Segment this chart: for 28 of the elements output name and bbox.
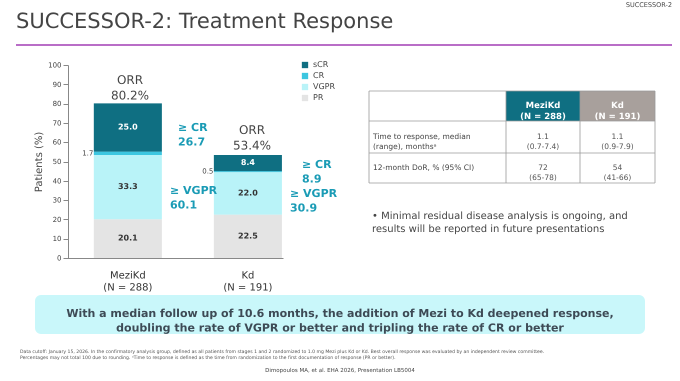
bar	[214, 154, 282, 172]
data-label: 25.0	[118, 122, 138, 132]
data-label: 33.3	[118, 182, 138, 192]
data-label: 8.4	[240, 158, 256, 168]
bar	[94, 154, 162, 220]
text: ≥ VGPR 30.9	[290, 187, 338, 214]
bar	[94, 219, 162, 258]
data-label: 22.0	[238, 188, 258, 198]
legend-label: PR	[313, 93, 324, 102]
annotation: ≥ CR 26.7	[178, 121, 208, 148]
annotation: ORR 80.2%	[110, 73, 150, 103]
annotation: ORR 53.4%	[232, 123, 272, 153]
legend-label: CR	[313, 71, 325, 80]
data-label: 20.1	[118, 234, 138, 243]
annotation: ≥ VGPR 60.1	[170, 184, 218, 212]
chart-title: SUCCESSOR-2: Treatment Response	[16, 9, 394, 33]
text: MeziKd (N = 288)	[520, 101, 566, 122]
y-axis-title: Patients (%)	[34, 132, 46, 192]
bar	[94, 152, 162, 155]
text: With a median follow up of 10.6 months, the addition of Mezi to Kd deepened response, doubling the rate of VGPR or better and tripling the rate of CR or better	[66, 307, 614, 334]
legend-label: sCR	[313, 60, 329, 69]
legend-label: VGPR	[313, 82, 336, 91]
bar	[214, 214, 282, 258]
text: Kd (N = 191)	[594, 101, 640, 122]
text: ≥ CR 8.9	[302, 158, 332, 186]
bar	[94, 103, 162, 152]
text: • Minimal residual disease analysis is ongoing, and results will be reported in future presentations	[372, 211, 628, 235]
data-label: 22.5	[238, 231, 258, 240]
